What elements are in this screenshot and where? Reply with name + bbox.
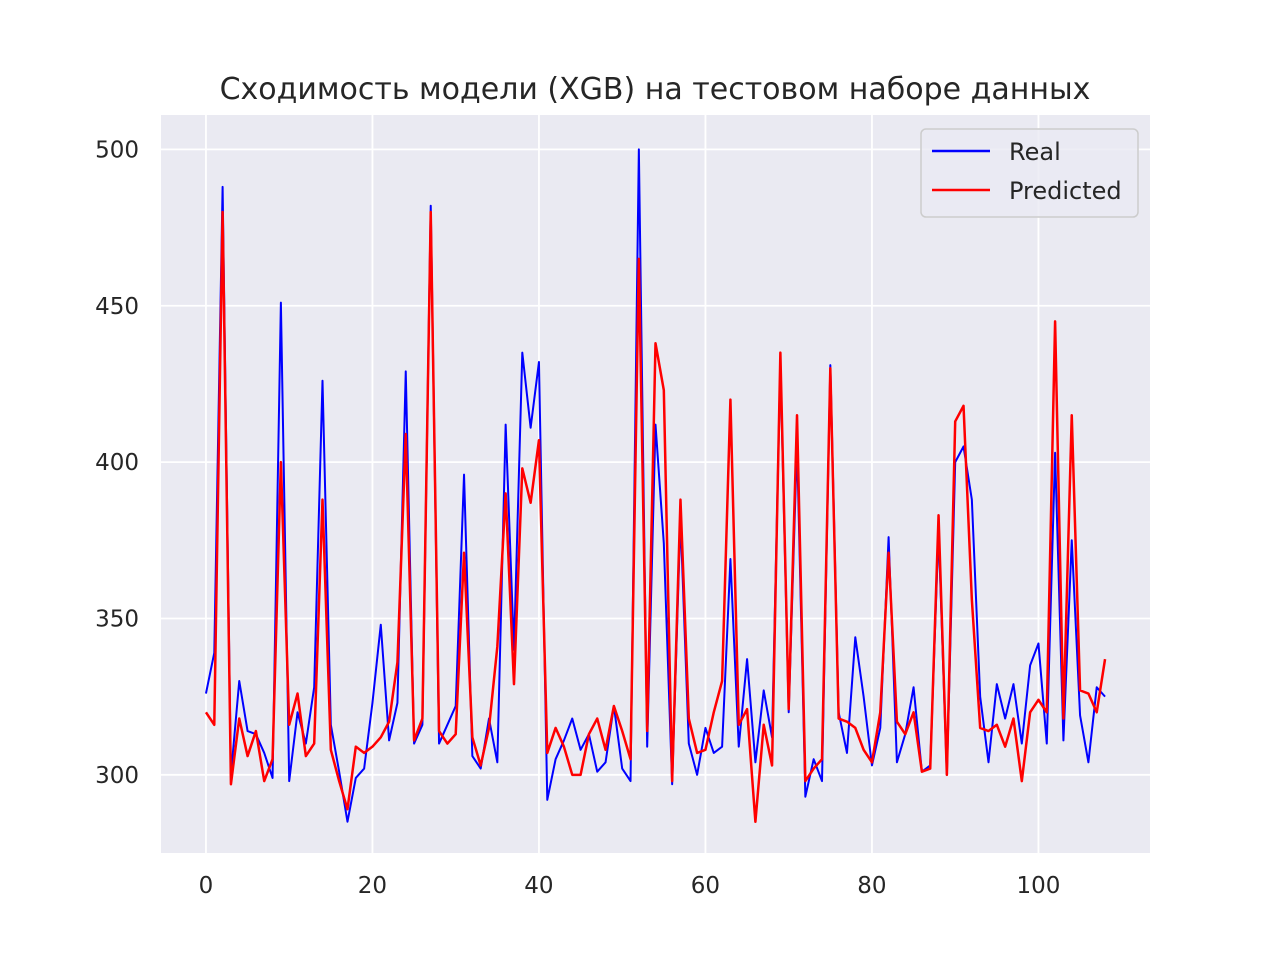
x-tick-label: 20: [358, 873, 387, 899]
x-tick-label: 0: [199, 873, 214, 899]
x-tick-label: 60: [691, 873, 720, 899]
tick-labels: 0 20 40 60 80 100 300 350 400 450 500: [95, 137, 1060, 899]
y-tick-label: 300: [95, 763, 139, 789]
y-tick-label: 450: [95, 294, 139, 320]
x-tick-label: 100: [1016, 873, 1060, 899]
legend-label-real: Real: [1009, 138, 1061, 166]
y-tick-label: 400: [95, 450, 139, 476]
chart-title: Сходимость модели (XGB) на тестовом набо…: [220, 72, 1091, 107]
y-tick-label: 350: [95, 606, 139, 632]
series-layer: [204, 148, 1107, 823]
x-tick-label: 40: [524, 873, 553, 899]
y-tick-label: 500: [95, 137, 139, 163]
x-tick-label: 80: [857, 873, 886, 899]
plot-area: [161, 115, 1150, 853]
legend-label-predicted: Predicted: [1009, 177, 1122, 205]
series-line-predicted: [204, 210, 1107, 823]
legend: Real Predicted: [920, 128, 1139, 218]
